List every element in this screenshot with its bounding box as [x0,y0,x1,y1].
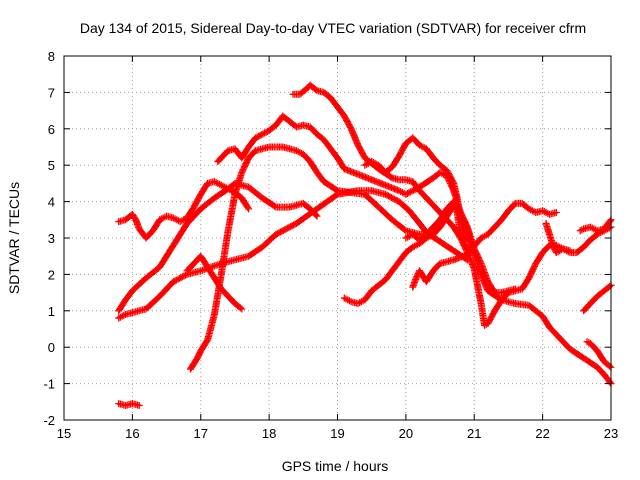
x-tick-label: 18 [262,426,276,441]
series-trace [581,282,614,314]
series-trace [585,339,614,370]
series-trace [404,199,518,297]
x-tick-label: 23 [604,426,618,441]
y-tick-label: 0 [48,340,55,355]
series-trace-12 [409,199,560,291]
series-trace-13 [542,219,574,257]
series-trace-16 [576,216,615,235]
y-tick-label: -2 [43,413,55,428]
y-tick-label: 3 [48,231,55,246]
x-axis-label: GPS time / hours [282,458,389,474]
chart-title: Day 134 of 2015, Sidereal Day-to-day VTE… [80,20,586,36]
grid [64,56,611,420]
series-trace-4 [115,400,143,409]
series-trace [409,199,559,290]
x-tick-label: 16 [125,426,139,441]
x-tick-label: 19 [330,426,344,441]
x-tick-label: 17 [194,426,208,441]
x-tick-label: 22 [535,426,549,441]
x-tick-label: 15 [57,426,71,441]
x-tick-label: 20 [399,426,413,441]
series-trace [116,400,141,409]
series-trace [543,221,572,256]
y-tick-label: 4 [48,195,55,210]
y-axis: -2 -1 0 1 2 3 4 5 6 7 8 [43,49,611,428]
y-tick-label: 1 [48,304,55,319]
series-trace-7 [214,112,615,388]
y-tick-label: 8 [48,49,55,64]
x-axis: 15 16 17 18 19 20 21 22 23 [57,56,618,441]
data-marks [115,81,615,409]
y-axis-label: SDTVAR / TECUs [6,182,22,294]
y-tick-label: 5 [48,158,55,173]
y-tick-label: 6 [48,122,55,137]
y-tick-label: 2 [48,267,55,282]
series-trace-14 [580,281,615,315]
y-tick-label: -1 [43,377,55,392]
y-tick-label: 7 [48,85,55,100]
series-trace [187,143,435,372]
x-tick-label: 21 [467,426,481,441]
series-trace-11 [402,198,519,297]
series-trace [578,217,614,234]
